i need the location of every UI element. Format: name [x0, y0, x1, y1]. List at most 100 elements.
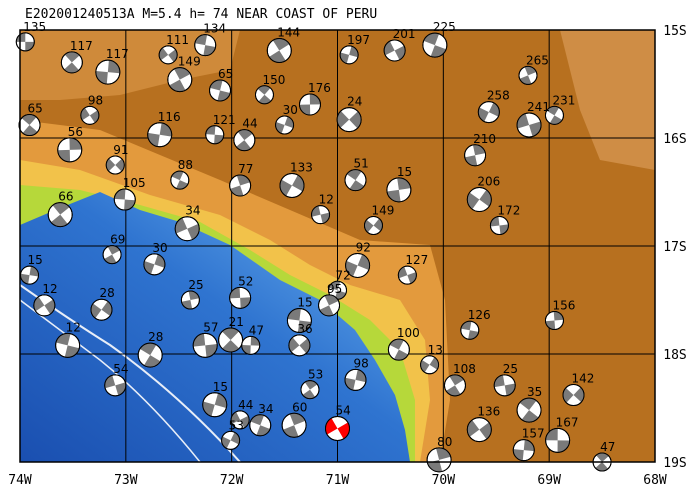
beachball-rim	[57, 137, 83, 163]
depth-label: 201	[393, 27, 416, 41]
beachball	[180, 290, 200, 310]
y-tick-label: 18S	[663, 348, 686, 363]
beachball-rim	[460, 320, 480, 340]
depth-label: 66	[58, 190, 73, 204]
x-tick-label: 72W	[220, 473, 244, 488]
beachball-rim	[544, 105, 564, 125]
beachball	[420, 355, 440, 375]
beachball	[241, 335, 261, 355]
beachball	[229, 286, 252, 309]
depth-label: 47	[600, 440, 615, 454]
beachball-rim	[281, 412, 307, 438]
beachball-rim	[464, 144, 487, 167]
beachball-rim	[221, 430, 241, 450]
beachball	[137, 342, 163, 368]
beachball-quadrant	[517, 113, 542, 137]
depth-label: 149	[178, 55, 201, 69]
beachball	[15, 32, 35, 52]
beachball-quadrant	[478, 102, 500, 122]
beachball-rim	[229, 174, 252, 197]
beachball	[477, 101, 500, 124]
depth-label: 65	[218, 67, 233, 81]
beachball-quadrant	[257, 85, 272, 104]
beachball	[345, 252, 371, 278]
depth-label: 30	[152, 241, 167, 255]
beachball-quadrant	[494, 374, 516, 396]
x-tick-label: 68W	[643, 473, 667, 488]
beachball	[143, 253, 166, 276]
depth-label: 51	[353, 157, 368, 171]
beachball-rim	[229, 286, 252, 309]
beachball-quadrant	[384, 41, 406, 60]
beachball	[562, 384, 585, 407]
depth-label: 116	[158, 110, 181, 124]
depth-label: 35	[527, 385, 542, 399]
y-tick-label: 15S	[663, 24, 686, 39]
beachball-rim	[104, 374, 127, 397]
beachball-rim	[386, 177, 412, 203]
depth-label: 172	[497, 203, 520, 217]
beachball-quadrant	[230, 175, 251, 197]
beachball	[387, 338, 410, 361]
depth-label: 77	[238, 162, 253, 176]
depth-label: 54	[113, 362, 128, 376]
beachball-quadrant	[16, 32, 35, 51]
beachball	[57, 137, 83, 163]
beachball-rim	[562, 384, 585, 407]
beachball	[218, 327, 244, 353]
beachball-rim	[489, 215, 509, 235]
beachball-quadrant	[519, 398, 539, 423]
beachball-rim	[55, 332, 81, 358]
beachball-quadrant	[282, 413, 306, 438]
beachball	[325, 416, 350, 442]
beachball	[192, 332, 218, 358]
beachball-rim	[202, 392, 228, 418]
beachball	[47, 202, 73, 228]
depth-label: 21	[229, 315, 244, 329]
beachball-rim	[192, 332, 218, 358]
beachball-rim	[466, 187, 492, 213]
beachball-quadrant	[193, 333, 218, 358]
beachball-rim	[387, 338, 410, 361]
beachball-quadrant	[420, 357, 439, 373]
beachball-rim	[344, 368, 367, 391]
beachball-quadrant	[302, 380, 318, 399]
beachball-rim	[545, 427, 571, 453]
depth-label: 98	[88, 93, 103, 107]
beachball-quadrant	[545, 311, 564, 330]
beachball	[209, 79, 232, 102]
beachball-rim	[143, 253, 166, 276]
beachball-rim	[194, 34, 217, 57]
beachball	[460, 320, 480, 340]
beachball-rim	[420, 355, 440, 375]
beachball	[254, 85, 274, 105]
beachball-quadrant	[279, 175, 304, 197]
depth-label: 30	[283, 103, 298, 117]
beachball	[516, 397, 542, 423]
beachball-rim	[311, 205, 331, 225]
beachball-quadrant	[545, 428, 570, 453]
beachball-quadrant	[340, 46, 359, 64]
beachball-rim	[230, 410, 250, 430]
beachball	[102, 245, 122, 265]
beachball-rim	[241, 335, 261, 355]
beachball-rim	[288, 334, 311, 357]
beachball	[55, 332, 81, 358]
beachball	[230, 410, 250, 430]
beachball-rim	[266, 38, 292, 64]
depth-label: 65	[28, 102, 43, 116]
beachball	[281, 412, 307, 438]
depth-label: 111	[166, 33, 189, 47]
beachball	[170, 170, 190, 190]
beachball-quadrant	[467, 189, 492, 210]
beachball-rim	[336, 107, 362, 133]
beachball-quadrant	[464, 144, 486, 166]
y-tick-label: 19S	[663, 456, 686, 471]
depth-label: 15	[297, 296, 312, 310]
depth-label: 57	[203, 320, 218, 334]
beachball-quadrant	[344, 369, 366, 391]
beachball	[383, 39, 406, 62]
depth-label: 36	[297, 322, 312, 336]
beachball	[512, 439, 535, 462]
depth-label: 44	[242, 117, 257, 131]
